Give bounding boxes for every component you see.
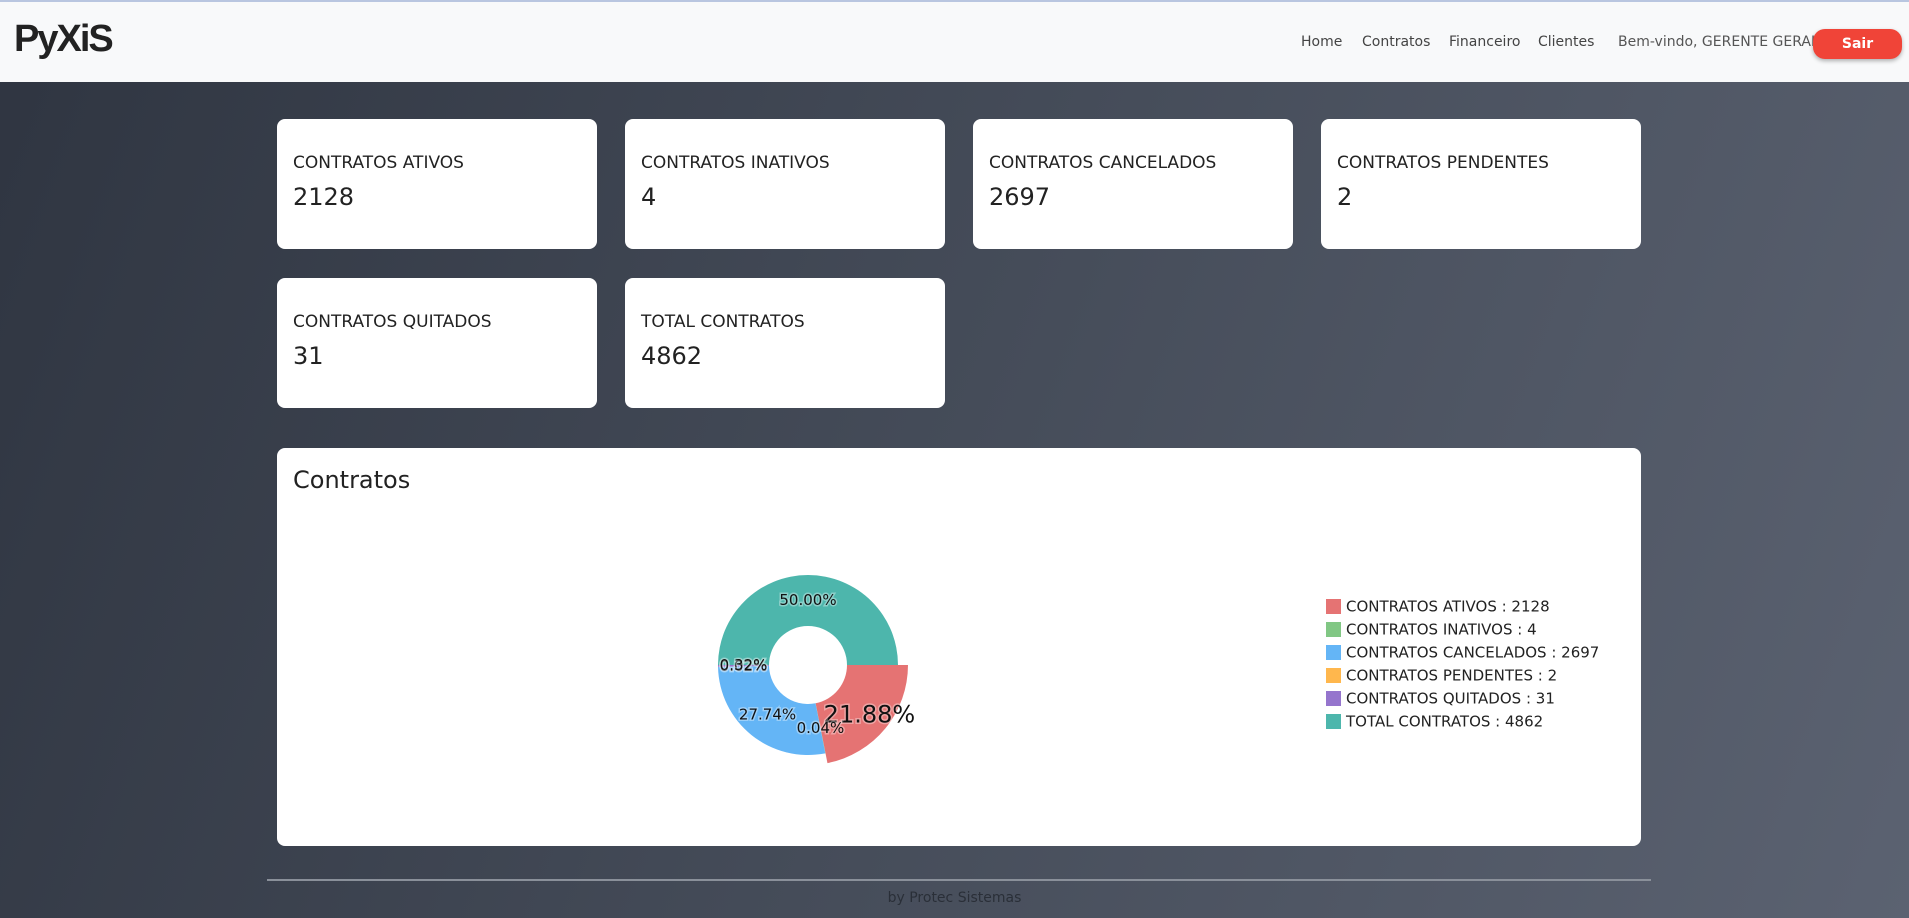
card-label: CONTRATOS INATIVOS — [641, 153, 830, 173]
nav-link[interactable]: Clientes — [1538, 34, 1595, 50]
card-value: 4 — [641, 183, 657, 211]
navbar: PyXiS Home Contratos Financeiro Clientes… — [0, 0, 1909, 82]
legend-label: CONTRATOS QUITADOS : 31 — [1346, 690, 1555, 708]
pie-slice — [718, 665, 770, 667]
legend-label: CONTRATOS PENDENTES : 2 — [1346, 667, 1557, 685]
legend-swatch — [1326, 599, 1341, 614]
nav-link[interactable]: Financeiro — [1449, 34, 1521, 50]
card-label: CONTRATOS CANCELADOS — [989, 153, 1217, 173]
footer: by Protec Sistemas — [887, 890, 1022, 906]
slice-label: 0.04% — [797, 719, 845, 737]
stat-card: CONTRATOS QUITADOS 31 — [277, 278, 597, 408]
chart-title: Contratos — [293, 466, 411, 494]
card-label: TOTAL CONTRATOS — [641, 312, 805, 332]
logout-button[interactable]: Sair — [1813, 29, 1902, 59]
card-value: 31 — [293, 342, 324, 370]
card-label: CONTRATOS QUITADOS — [293, 312, 492, 332]
card-label: CONTRATOS PENDENTES — [1337, 153, 1549, 173]
pie-slice — [815, 703, 826, 754]
legend-swatch — [1326, 691, 1341, 706]
divider — [267, 879, 1651, 881]
stat-card: CONTRATOS CANCELADOS 2697 — [973, 119, 1293, 249]
welcome-text: Bem-vindo, GERENTE GERAL — [1618, 34, 1819, 50]
slice-label: 50.00% — [779, 591, 836, 609]
stat-card: CONTRATOS INATIVOS 4 — [625, 119, 945, 249]
nav-link[interactable]: Home — [1301, 34, 1343, 50]
slice-label: 0.02% — [720, 657, 768, 675]
card-value: 2128 — [293, 183, 355, 211]
pie-slice — [718, 665, 826, 755]
pie-slice — [718, 575, 898, 665]
slice-label: 21.88% — [824, 700, 916, 728]
logo[interactable]: PyXiS — [14, 18, 114, 60]
legend-swatch — [1326, 668, 1341, 683]
card-value: 2697 — [989, 183, 1051, 211]
stat-card: TOTAL CONTRATOS 4862 — [625, 278, 945, 408]
chart: 21.88%0.04%27.74% 0.02%0.32% 50.00% CONTRAT… — [718, 575, 1599, 764]
legend-label: CONTRATOS CANCELADOS : 2697 — [1346, 644, 1599, 662]
pie-slice — [815, 665, 908, 764]
legend-label: CONTRATOS ATIVOS : 2128 — [1346, 598, 1550, 616]
pie-slice — [718, 665, 770, 667]
legend-label: CONTRATOS INATIVOS : 4 — [1346, 621, 1537, 639]
legend-label: TOTAL CONTRATOS : 4862 — [1345, 713, 1543, 731]
card-value: 2 — [1337, 183, 1353, 211]
legend-swatch — [1326, 645, 1341, 660]
legend-swatch — [1326, 622, 1341, 637]
stat-card: CONTRATOS ATIVOS 2128 — [277, 119, 597, 249]
card-value: 4862 — [641, 342, 703, 370]
slice-label: 27.74% — [739, 706, 796, 724]
card-label: CONTRATOS ATIVOS — [293, 153, 464, 173]
stat-card: CONTRATOS PENDENTES 2 — [1321, 119, 1641, 249]
nav-link[interactable]: Contratos — [1362, 34, 1431, 50]
slice-label: 0.32% — [720, 656, 768, 674]
chart-card: Contratos 21.88% 0.04% 27.74% 0.02% 0.32% 50.… — [277, 448, 1641, 846]
legend-swatch — [1326, 714, 1341, 729]
